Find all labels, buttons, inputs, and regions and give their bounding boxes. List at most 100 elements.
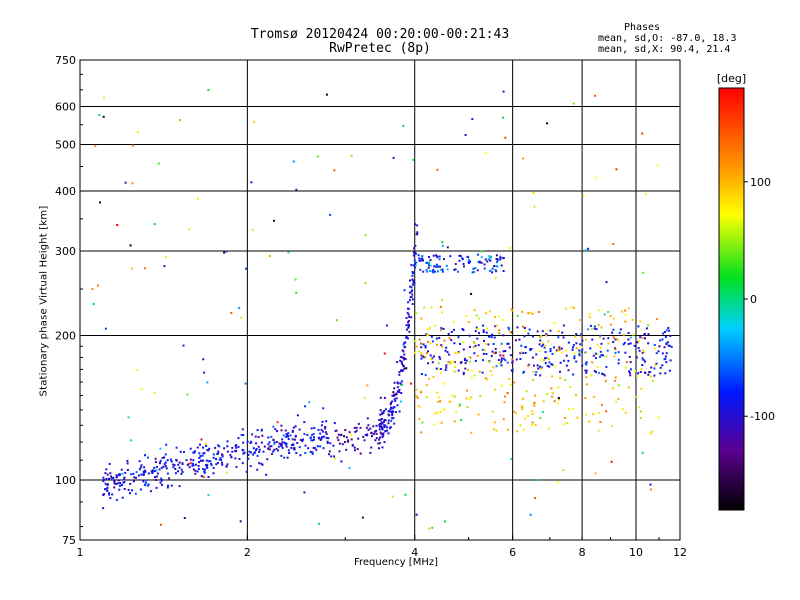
echo-point — [249, 442, 252, 444]
x-tick-label: 2 — [244, 546, 251, 559]
echo-point — [198, 461, 200, 464]
echo-point — [519, 358, 522, 360]
echo-point — [520, 351, 523, 354]
echo-point — [427, 266, 430, 269]
echo-point — [403, 357, 406, 360]
echo-point — [354, 449, 356, 452]
echo-point — [482, 329, 485, 332]
echo-point — [428, 264, 430, 267]
echo-point — [189, 447, 192, 450]
echo-point — [303, 433, 306, 435]
echo-point — [631, 318, 634, 321]
echo-point — [509, 330, 512, 333]
echo-point — [614, 338, 617, 341]
echo-point — [294, 278, 297, 281]
echo-point — [424, 374, 427, 377]
echo-point — [473, 374, 476, 377]
echo-point — [420, 257, 423, 260]
echo-point — [275, 448, 278, 450]
echo-point — [627, 307, 630, 310]
echo-point — [354, 430, 357, 433]
echo-point — [638, 349, 641, 352]
echo-point — [280, 429, 283, 432]
echo-point — [292, 160, 295, 163]
y-tick-label: 200 — [55, 330, 76, 343]
echo-point — [477, 413, 480, 416]
echo-point — [489, 269, 492, 272]
echo-point — [544, 345, 547, 348]
echo-point — [120, 468, 123, 471]
echo-point — [612, 341, 615, 344]
echo-point — [273, 219, 275, 222]
echo-point — [484, 342, 487, 345]
echo-point — [593, 370, 596, 373]
echo-point — [549, 329, 552, 332]
echo-point — [175, 459, 178, 462]
echo-point — [539, 417, 542, 419]
echo-point — [627, 338, 630, 341]
echo-point — [644, 360, 646, 363]
echo-point — [600, 354, 603, 356]
echo-point — [219, 457, 222, 460]
echo-point — [401, 362, 403, 365]
echo-point — [482, 324, 485, 327]
echo-point — [491, 410, 494, 413]
echo-point — [439, 371, 442, 374]
echo-point — [177, 463, 180, 466]
echo-point — [115, 498, 118, 501]
echo-point — [425, 396, 428, 399]
echo-point — [405, 336, 408, 339]
echo-point — [619, 328, 622, 331]
echo-point — [256, 468, 259, 471]
echo-point — [255, 448, 258, 450]
echo-point — [642, 359, 645, 361]
echo-point — [558, 346, 561, 349]
echo-point — [193, 450, 196, 453]
echo-point — [612, 336, 615, 339]
echo-point — [651, 379, 654, 382]
echo-point — [146, 484, 149, 487]
echo-point — [584, 396, 587, 399]
echo-point — [248, 450, 251, 453]
chart-subtitle: RwPretec (8p) — [329, 41, 431, 56]
echo-point — [422, 259, 424, 262]
echo-point — [489, 370, 492, 373]
echo-point — [102, 493, 105, 496]
echo-point — [556, 481, 559, 484]
echo-point — [337, 433, 340, 436]
echo-point — [109, 497, 112, 500]
echo-point — [471, 271, 474, 274]
echo-point — [538, 336, 541, 339]
echo-point — [657, 350, 660, 353]
echo-point — [174, 472, 177, 475]
echo-point — [624, 411, 627, 414]
echo-point — [453, 268, 456, 271]
echo-point — [644, 193, 647, 196]
echo-point — [641, 364, 644, 366]
echo-point — [612, 387, 615, 390]
echo-point — [467, 256, 470, 259]
echo-point — [649, 432, 652, 435]
echo-point — [607, 311, 610, 313]
echo-point — [483, 263, 486, 266]
echo-point — [127, 416, 130, 419]
echo-point — [252, 453, 255, 456]
echo-point — [183, 451, 185, 453]
echo-point — [380, 422, 383, 425]
echo-point — [563, 423, 566, 426]
echo-point — [145, 479, 148, 482]
echo-point — [325, 420, 328, 423]
echo-point — [294, 434, 297, 437]
echo-point — [139, 466, 142, 469]
echo-point — [180, 472, 183, 475]
echo-point — [123, 476, 126, 479]
echo-point — [218, 459, 221, 461]
echo-point — [412, 254, 415, 257]
echo-point — [106, 489, 109, 492]
y-tick-label: 75 — [62, 534, 76, 547]
echo-point — [375, 432, 378, 435]
echo-point — [199, 455, 202, 458]
echo-point — [401, 384, 404, 386]
echo-point — [588, 316, 591, 319]
